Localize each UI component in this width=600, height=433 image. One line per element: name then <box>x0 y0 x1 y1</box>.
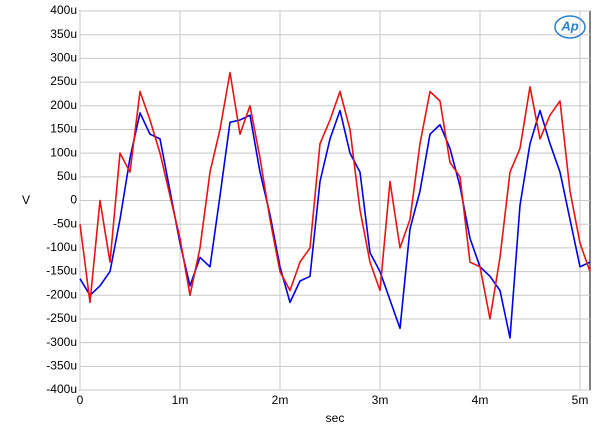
data-line <box>79 71 591 320</box>
y-tick-label: -150u <box>46 264 77 278</box>
y-tick-label: 250u <box>50 74 77 88</box>
y-tick-label: 100u <box>50 145 77 159</box>
y-axis-label: V <box>22 193 30 207</box>
y-tick-label: -400u <box>46 382 77 396</box>
y-tick-label: 300u <box>50 51 77 65</box>
y-tick-label: 150u <box>50 122 77 136</box>
y-tick-label: -300u <box>46 335 77 349</box>
x-tick-label: 3m <box>372 393 389 407</box>
x-tick-label: 2m <box>272 393 289 407</box>
logo-ring <box>554 15 586 39</box>
data-line <box>79 109 591 339</box>
x-axis-label: sec <box>326 411 345 425</box>
x-tick-label: 1m <box>172 393 189 407</box>
x-tick-label: 5m <box>572 393 589 407</box>
y-tick-label: -100u <box>46 240 77 254</box>
y-tick-label: 0 <box>70 193 77 207</box>
y-tick-label: -350u <box>46 358 77 372</box>
x-tick-label: 4m <box>472 393 489 407</box>
y-tick-label: -50u <box>53 216 77 230</box>
logo: Ap <box>560 18 578 33</box>
y-tick-label: 400u <box>50 3 77 17</box>
y-tick-label: -200u <box>46 287 77 301</box>
y-tick-label: -250u <box>46 311 77 325</box>
y-tick-label: 350u <box>50 27 77 41</box>
y-tick-label: 50u <box>57 169 77 183</box>
y-tick-label: 200u <box>50 98 77 112</box>
x-tick-label: 0 <box>77 393 84 407</box>
